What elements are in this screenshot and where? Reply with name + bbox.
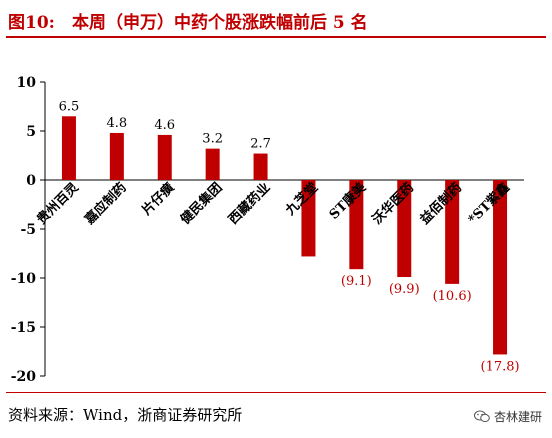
bar — [349, 180, 364, 270]
watermark-text: 杏林建研 — [493, 410, 542, 424]
figure-header: 图10: 本周（申万）中药个股涨跌幅前后 5 名 — [0, 0, 552, 40]
bar — [157, 134, 172, 180]
bars-layer — [61, 116, 508, 355]
x-category-label: 健民集团 — [177, 180, 225, 228]
bar-data-label: 4.6 — [154, 118, 175, 133]
bar-data-label: (9.1) — [341, 274, 372, 289]
y-tick-label: -20 — [11, 369, 37, 385]
x-category-label: 西藏药业 — [225, 180, 273, 228]
y-tick-label: 10 — [17, 75, 37, 91]
bar-data-label: 4.8 — [107, 116, 128, 131]
wechat-icon — [473, 410, 490, 423]
bar — [61, 116, 76, 180]
bar-chart: 10 5 0 -5 -10 -15 -20 6.5 4.8 4.6 3.2 2.7 (9.1) (9.9… — [11, 75, 524, 385]
watermark: 杏林建研 — [473, 408, 542, 425]
footer-divider — [6, 392, 546, 393]
y-tick-label: 0 — [26, 173, 36, 189]
x-category-label: 贵州百灵 — [34, 179, 83, 228]
bar — [253, 153, 268, 180]
bar-data-label: 6.5 — [59, 99, 80, 114]
bar-data-label: (9.9) — [389, 282, 420, 297]
y-tick-label: -5 — [20, 222, 36, 238]
bar — [445, 180, 460, 284]
header-divider — [6, 36, 546, 38]
bar — [493, 180, 508, 355]
y-tick-label: 5 — [26, 124, 36, 140]
bar — [397, 180, 412, 278]
figure-label: 图10: — [8, 13, 55, 33]
axis-layer: 10 5 0 -5 -10 -15 -20 — [11, 75, 524, 385]
bar-data-label: 3.2 — [202, 132, 223, 147]
x-category-label: 片仔癀 — [139, 180, 178, 219]
bar-data-label: (17.8) — [481, 359, 520, 374]
bar — [205, 148, 220, 180]
x-category-label: 嘉应制药 — [81, 180, 130, 229]
y-tick-label: -10 — [11, 271, 37, 287]
source-note: 资料来源：Wind，浙商证券研究所 — [8, 406, 243, 424]
bar — [109, 132, 124, 180]
bar-data-label: (10.6) — [433, 289, 472, 304]
bar-data-label: 2.7 — [250, 137, 271, 152]
y-tick-label: -15 — [11, 320, 36, 336]
figure-title: 本周（申万）中药个股涨跌幅前后 5 名 — [72, 13, 368, 33]
bar — [301, 180, 316, 257]
